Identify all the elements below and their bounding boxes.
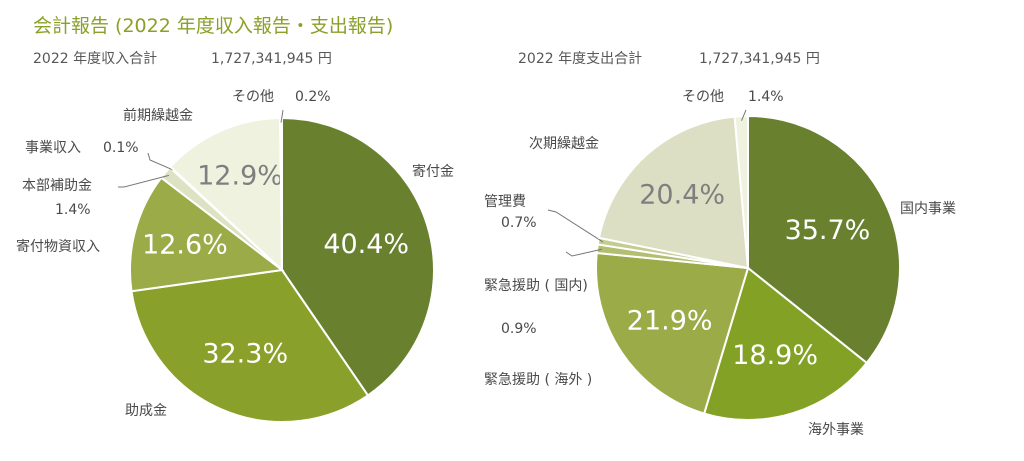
expense-summary-label: 2022 年度支出合計	[518, 51, 642, 67]
income-slice-label-1: 助成金	[125, 403, 167, 419]
expense-summary-value: 1,727,341,945 円	[699, 51, 820, 67]
expense-slice-pct-label-3: 0.9%	[501, 321, 537, 337]
income-slice-label-3: 本部補助金	[22, 178, 92, 194]
income-slice-label-4: 事業収入	[25, 140, 81, 156]
expense-slice-label-5: 次期繰越金	[529, 136, 599, 152]
income-slice-0	[281, 116, 435, 397]
expense-slice-pct-label-6: 1.4%	[748, 89, 784, 105]
expense-slice-2	[595, 251, 750, 415]
income-leader-line-4	[147, 152, 174, 171]
income-leader-line-3	[118, 174, 170, 188]
income-slice-pct-label-4: 0.1%	[103, 140, 139, 156]
expense-slice-label-1: 海外事業	[808, 422, 864, 438]
expense-leader-line-6	[741, 109, 747, 121]
income-slice-pct-5: 12.9%	[197, 161, 283, 192]
income-leader-line-6	[280, 109, 284, 123]
expense-leader-line-4	[547, 209, 604, 243]
expense-slice-pct-label-4: 0.7%	[501, 215, 537, 231]
income-slice-label-6: その他	[232, 89, 274, 105]
income-summary-value: 1,727,341,945 円	[211, 51, 332, 67]
expense-slice-pct-0: 35.7%	[785, 215, 871, 246]
expense-slice-pct-5: 20.4%	[639, 179, 725, 210]
expense-leader-line-3	[565, 248, 602, 257]
income-slice-1	[130, 268, 370, 423]
income-summary-label: 2022 年度収入合計	[33, 51, 157, 67]
expense-slice-label-4: 管理費	[484, 194, 526, 210]
expense-slice-label-6: その他	[682, 89, 724, 105]
expense-slice-label-2: 緊急援助 ( 海外 )	[484, 372, 592, 388]
expense-slice-pct-2: 21.9%	[627, 305, 713, 336]
income-slice-label-0: 寄付金	[412, 163, 454, 180]
expense-slice-6	[733, 114, 749, 269]
income-slice-label-2: 寄付物資収入	[16, 238, 100, 255]
page-title: 会計報告 (2022 年度収入報告・支出報告)	[33, 15, 393, 37]
expense-pie-chart: 35.7% 国内事業 18.9% 海外事業 21.9% 緊急援助 ( 海外 ) 緊急援助 (…	[484, 89, 956, 438]
income-slice-pct-label-3: 1.4%	[55, 202, 91, 218]
income-slice-5	[169, 116, 284, 273]
expense-slice-pct-1: 18.9%	[732, 340, 818, 371]
income-slice-pct-2: 12.6%	[142, 230, 228, 261]
expense-slice-0	[747, 114, 901, 365]
income-slice-pct-label-6: 0.2%	[295, 89, 331, 105]
expense-slice-1	[702, 266, 869, 421]
income-slice-pct-1: 32.3%	[202, 338, 288, 369]
income-slice-2	[129, 176, 285, 293]
income-slice-label-5: 前期繰越金	[123, 107, 193, 124]
income-slice-pct-0: 40.4%	[323, 229, 409, 260]
expense-slice-label-3: 緊急援助 ( 国内)	[484, 278, 588, 294]
expense-slice-label-0: 国内事業	[900, 201, 956, 217]
expense-slice-5	[597, 115, 750, 270]
